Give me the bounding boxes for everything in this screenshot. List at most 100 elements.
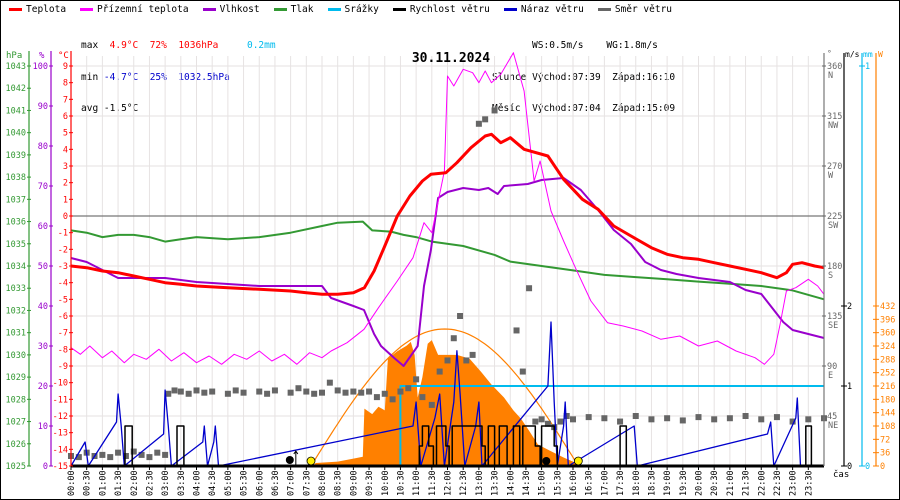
x-tick-label: 07:00 <box>287 470 297 496</box>
temperature-tick-label: -13 <box>53 429 68 439</box>
legend-label: Přízemní teplota <box>97 4 189 15</box>
legend: Teplota Přízemní teplota Vlhkost Tlak Srážky… <box>9 4 672 15</box>
wind-direction-point <box>711 416 718 423</box>
x-tick-label: 22:00 <box>757 470 767 496</box>
humidity-tick-label: 20 <box>38 382 48 392</box>
solar-tick-label: 216 <box>880 382 895 392</box>
wind-direction-point <box>695 414 702 421</box>
humidity-tick-label: 60 <box>38 222 48 232</box>
moon-rise-arrow-icon <box>293 450 299 465</box>
wind-tick-label: 0 <box>847 462 852 472</box>
pressure-tick-label: 1030 <box>6 351 26 361</box>
humidity-tick-label: 10 <box>38 422 48 432</box>
rain-tick-label: 1 <box>865 62 870 72</box>
wind-direction-point <box>185 390 192 397</box>
x-tick-label: 05:00 <box>224 470 234 496</box>
pressure-tick-label: 1033 <box>6 284 26 294</box>
wind-direction-point <box>805 416 812 423</box>
direction-tick-compass: E <box>828 371 833 381</box>
min-humidity: 25% <box>149 71 167 83</box>
direction-tick-label: 225 <box>827 212 842 222</box>
pressure-tick-label: 1027 <box>6 418 26 428</box>
temperature-tick-label: 3 <box>63 162 68 172</box>
temperature-tick-label: -1 <box>58 229 68 239</box>
astro-block: WS:0.5m/s WG:1.8m/s Slunce Východ:07:39 … <box>492 20 675 136</box>
temperature-tick-label: 1 <box>63 195 68 205</box>
x-axis-label: čas <box>833 469 849 480</box>
x-tick-label: 16:00 <box>569 470 579 496</box>
x-tick-label: 16:30 <box>585 470 595 496</box>
humidity-tick-label: 90 <box>38 102 48 112</box>
wind-direction-point <box>334 387 341 394</box>
humidity-axis-unit: % <box>39 51 45 61</box>
legend-swatch <box>597 8 611 11</box>
temperature-tick-label: -8 <box>58 345 68 355</box>
wind-direction-point <box>563 413 570 419</box>
max-rain: 0.2mm <box>246 40 276 51</box>
x-tick-label: 03:00 <box>161 470 171 496</box>
wind-direction-point <box>177 388 184 395</box>
wind-direction-point <box>570 416 576 423</box>
x-tick-label: 13:00 <box>475 470 485 496</box>
max-temp: 4.9°C <box>109 40 139 51</box>
wind-direction-point <box>209 388 216 395</box>
avg-label: avg <box>81 103 99 114</box>
wind-speed-avg: WS:0.5m/s <box>532 40 584 51</box>
solar-tick-label: 360 <box>880 329 895 339</box>
x-tick-label: 11:30 <box>428 470 438 496</box>
solar-tick-label: 108 <box>880 422 895 432</box>
solar-theoretical-line <box>310 328 579 467</box>
wind-direction-point <box>342 389 349 396</box>
direction-tick-compass: NE <box>828 421 838 431</box>
x-tick-label: 04:30 <box>208 470 218 496</box>
temperature-tick-label: 0 <box>63 212 68 222</box>
solar-tick-label: 432 <box>880 302 895 312</box>
wind-direction-point <box>513 327 520 334</box>
temperature-tick-label: -2 <box>58 245 68 255</box>
stats-block: max 4.9°C 72% 1036hPa 0.2mm min -4.7°C 2… <box>81 20 276 136</box>
wind-direction-point <box>557 418 564 425</box>
wind-gust-line <box>70 321 824 467</box>
x-tick-label: 08:30 <box>334 470 344 496</box>
min-label: min <box>81 71 99 83</box>
legend-item: Směr větru <box>597 4 672 15</box>
max-pressure: 1036hPa <box>178 40 219 51</box>
pressure-tick-label: 1028 <box>6 395 26 405</box>
temperature-tick-label: -9 <box>58 362 68 372</box>
x-tick-label: 00:00 <box>67 470 77 496</box>
pressure-tick-label: 1036 <box>6 218 26 228</box>
temperature-tick-label: -14 <box>53 445 68 455</box>
legend-label: Rychlost větru <box>409 4 490 15</box>
solar-tick-label: 180 <box>880 395 895 405</box>
wind-direction-point <box>193 387 200 394</box>
temperature-tick-label: -6 <box>58 312 68 322</box>
humidity-line <box>70 177 825 367</box>
moon-rise: Východ:07:04 <box>532 103 601 114</box>
avg-temp: -1.5°C <box>103 103 139 114</box>
wind-direction-point <box>532 418 539 425</box>
solar-tick-label: 288 <box>880 355 895 365</box>
wind-direction-point <box>287 389 294 396</box>
wind-direction-point <box>201 389 208 396</box>
rain-axis-unit: mm <box>863 50 873 59</box>
x-tick-label: 11:00 <box>412 470 422 496</box>
x-tick-label: 04:00 <box>193 470 203 496</box>
wind-direction-point <box>457 313 464 319</box>
x-tick-label: 15:00 <box>538 470 548 496</box>
wind-direction-point <box>154 449 161 456</box>
temperature-tick-label: 5 <box>63 129 68 139</box>
pressure-tick-label: 1029 <box>6 373 26 383</box>
temperature-tick-label: 4 <box>63 145 68 155</box>
wind-direction-point <box>789 418 796 425</box>
wind-direction-point <box>295 385 302 392</box>
wind-direction-point <box>264 390 271 397</box>
direction-tick-compass: SE <box>828 321 838 331</box>
x-tick-label: 10:30 <box>396 470 406 496</box>
max-label: max <box>81 40 99 51</box>
direction-axis-unit: ° <box>827 49 832 58</box>
sun-rise: Východ:07:39 <box>532 71 601 83</box>
sun-rise-icon <box>306 456 316 466</box>
wind-direction-point <box>311 390 318 397</box>
wind-direction-point <box>256 388 263 395</box>
